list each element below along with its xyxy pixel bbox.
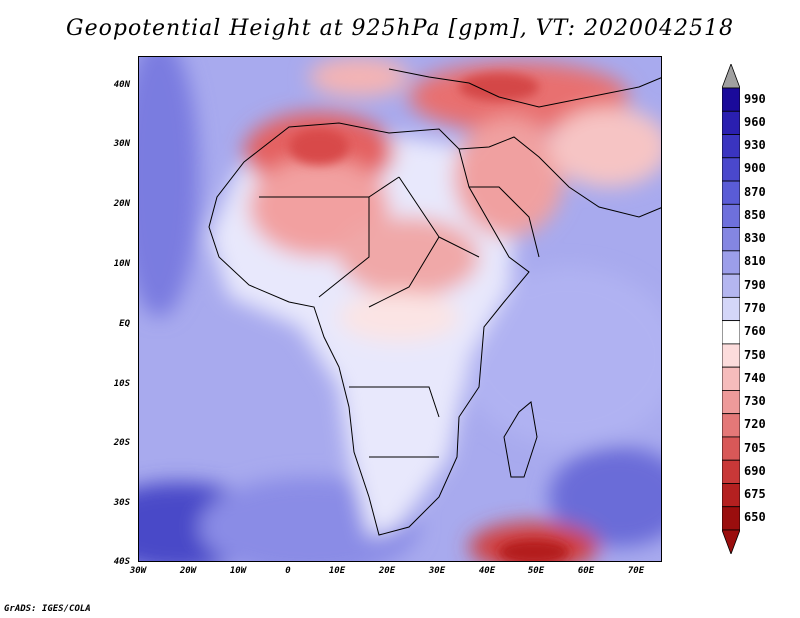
lat-label-30s: 30S (113, 498, 130, 508)
lon-label-30e: 30E (428, 566, 446, 576)
colorbar-swatch (722, 203, 740, 228)
chart-title: Geopotential Height at 925hPa [gpm], VT:… (66, 16, 734, 41)
lon-label-10w: 10W (229, 566, 247, 576)
colorbar-swatch (722, 390, 740, 415)
colorbar-label: 650 (744, 510, 766, 525)
colorbar-swatch (722, 366, 740, 391)
geopotential-field (139, 57, 661, 561)
colorbar-swatch (722, 343, 740, 368)
colorbar-swatch (722, 134, 740, 159)
colorbar-label: 930 (744, 138, 766, 153)
colorbar-label: 850 (744, 207, 766, 222)
colorbar-swatch (722, 250, 740, 275)
colorbar-label: 870 (744, 184, 766, 199)
colorbar-swatch (722, 227, 740, 252)
colorbar-label: 810 (744, 254, 766, 269)
colorbar-label: 960 (744, 114, 766, 129)
lon-label-0: 0 (285, 566, 291, 576)
colorbar-label: 705 (744, 440, 766, 455)
colorbar-label: 830 (744, 231, 766, 246)
lat-label-10s: 10S (113, 379, 130, 389)
colorbar-swatch (722, 110, 740, 135)
credit-text: GrADS: IGES/COLA (4, 604, 91, 614)
colorbar-label: 750 (744, 347, 766, 362)
lat-label-20n: 20N (113, 199, 130, 209)
colorbar-swatch (722, 506, 740, 531)
lon-label-40e: 40E (478, 566, 496, 576)
colorbar-label: 740 (744, 370, 766, 385)
lon-label-30w: 30W (129, 566, 147, 576)
colorbar-label: 760 (744, 324, 766, 339)
colorbar-swatch (722, 157, 740, 182)
colorbar-swatch (722, 296, 740, 322)
colorbar-min-arrow (722, 529, 740, 554)
colorbar-swatch (722, 459, 740, 484)
lat-label-30n: 30N (113, 139, 130, 149)
lat-label-40s: 40S (113, 557, 130, 567)
lat-label-10n: 10N (113, 259, 130, 269)
colorbar-max-arrow (722, 64, 740, 89)
lat-label-eq: EQ (119, 319, 130, 329)
lon-label-50e: 50E (527, 566, 545, 576)
lon-label-10e: 10E (328, 566, 346, 576)
colorbar-label: 790 (744, 277, 766, 292)
lon-label-60e: 60E (577, 566, 595, 576)
colorbar-label: 720 (744, 417, 766, 432)
colorbar (722, 64, 740, 554)
coastlines (208, 68, 661, 536)
lon-label-20w: 20W (179, 566, 197, 576)
colorbar-swatch (722, 180, 740, 205)
lat-label-40n: 40N (113, 80, 130, 90)
colorbar-swatch (722, 273, 740, 298)
colorbar-label: 990 (744, 91, 766, 106)
colorbar-swatch (722, 436, 740, 461)
colorbar-swatch (722, 413, 740, 438)
colorbar-label: 770 (744, 301, 766, 315)
colorbar-label: 690 (744, 463, 766, 478)
lat-label-20s: 20S (113, 438, 130, 448)
colorbar-label: 900 (744, 161, 766, 176)
map-plot-area (138, 56, 662, 562)
colorbar-swatch (722, 320, 740, 345)
lon-label-70e: 70E (627, 566, 645, 576)
colorbar-label: 730 (744, 394, 766, 409)
height-contours (139, 57, 661, 561)
colorbar-label: 675 (744, 487, 766, 502)
colorbar-swatch (722, 483, 740, 508)
lon-label-20e: 20E (378, 566, 396, 576)
colorbar-swatch (722, 87, 740, 112)
